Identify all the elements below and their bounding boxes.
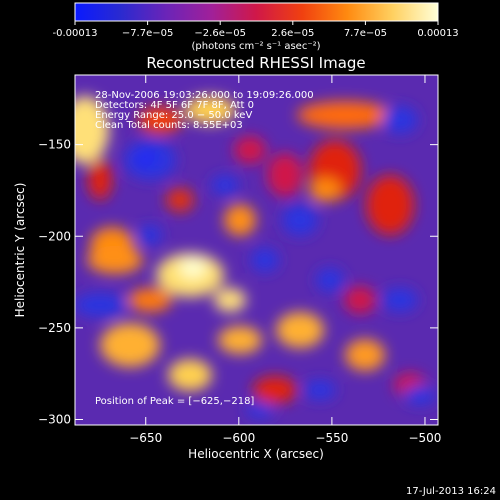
- heatmap-blob: [251, 248, 279, 272]
- info-line-2: Detectors: 4F 5F 6F 7F 8F, Att 0: [95, 100, 254, 111]
- heatmap-blob: [246, 402, 274, 418]
- heatmap-blob: [316, 268, 344, 292]
- y-tick-label: −300: [38, 413, 71, 427]
- axis-ticks: −650 −600 −550 −500 −150 −200 −250 −300: [38, 75, 441, 445]
- heatmap-blob: [304, 380, 336, 400]
- y-axis-label: Heliocentric Y (arcsec): [13, 183, 27, 318]
- heatmap-blob: [218, 326, 262, 354]
- colorbar-tick-label: 7.7e−05: [344, 28, 387, 39]
- heatmap-blob: [211, 175, 239, 195]
- y-tick-label: −200: [38, 229, 71, 243]
- heatmap-blob: [234, 136, 266, 164]
- heatmap-blob: [382, 106, 418, 134]
- heatmap-blob: [344, 286, 376, 314]
- colorbar-tick-label: -0.00013: [53, 28, 98, 39]
- heatmap-blob: [138, 225, 162, 245]
- heatmap-blob: [179, 258, 207, 278]
- info-line-4: Clean Total counts: 8.55E+03: [95, 120, 243, 131]
- info-line-3: Energy Range: 25.0 − 50.0 keV: [95, 110, 252, 121]
- heatmap-blob: [75, 293, 126, 317]
- heatmap-blob: [309, 178, 341, 202]
- plot-frame: [74, 74, 439, 426]
- colorbar: [74, 2, 439, 22]
- heatmap-blob: [138, 106, 182, 134]
- footer-date: 17-Jul-2013 16:24: [406, 486, 496, 497]
- heatmap-blob: [276, 312, 324, 348]
- colorbar-tick-label: −7.7e−05: [122, 28, 174, 39]
- heatmap-blob: [253, 376, 297, 404]
- colorbar-tick-label: 0.00013: [417, 28, 458, 39]
- heatmap-blob: [75, 96, 109, 164]
- colorbar-tick-label: 2.6e−05: [271, 28, 314, 39]
- info-line-1: 28-Nov-2006 19:03:26.000 to 19:09:26.000: [95, 90, 314, 101]
- heatmap-blob: [214, 288, 246, 312]
- heatmap-blob: [282, 204, 318, 236]
- heatmap-blob: [366, 175, 414, 235]
- x-tick-label: −500: [408, 431, 441, 445]
- colorbar-ticks: -0.00013 −7.7e−05 −2.6e−05 2.6e−05 7.7e−05 0.…: [53, 21, 459, 39]
- heatmap-blob: [88, 160, 112, 200]
- heatmap-blob: [87, 246, 143, 274]
- x-tick-label: −650: [129, 431, 162, 445]
- heatmap-blob: [267, 153, 303, 197]
- chart-title: Reconstructed RHESSI Image: [146, 54, 365, 72]
- heatmap-blob: [168, 359, 212, 391]
- heatmap-blob: [404, 385, 436, 405]
- heatmap-blob: [166, 188, 194, 212]
- heatmap-blob: [345, 339, 385, 371]
- heatmap-blob: [382, 288, 418, 312]
- colorbar-tick-label: −2.6e−05: [194, 28, 246, 39]
- y-tick-label: −150: [38, 138, 71, 152]
- heatmap-image: [75, 75, 438, 425]
- info-box: 28-Nov-2006 19:03:26.000 to 19:09:26.000…: [95, 90, 314, 131]
- colorbar-units-label: (photons cm⁻² s⁻¹ asec⁻²): [191, 41, 320, 52]
- heatmap-blob: [128, 288, 172, 312]
- x-tick-label: −550: [315, 431, 348, 445]
- heatmap-blob: [297, 101, 393, 129]
- y-tick-label: −250: [38, 321, 71, 335]
- peak-position-label: Position of Peak = [−625,−218]: [95, 396, 254, 407]
- heatmap-blob: [100, 323, 160, 367]
- heatmap-blob: [224, 204, 256, 236]
- heatmap-blob: [138, 152, 154, 164]
- heatmap-blob: [184, 96, 236, 124]
- x-axis-label: Heliocentric X (arcsec): [188, 447, 324, 461]
- x-tick-label: −600: [222, 431, 255, 445]
